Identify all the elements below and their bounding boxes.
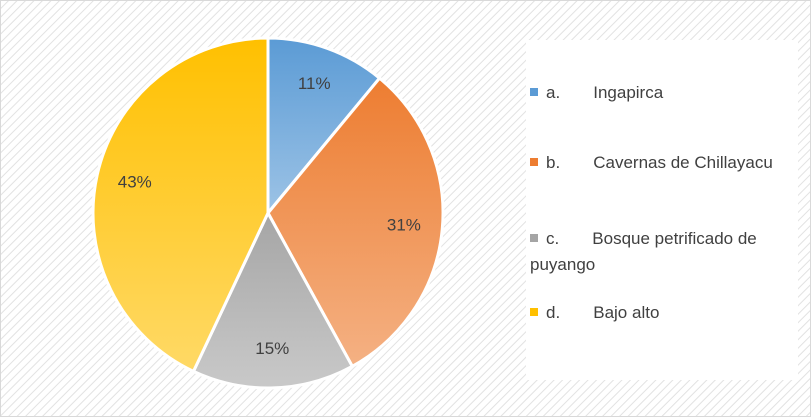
data-label: 43% [118, 173, 152, 192]
legend-label: d. Bajo alto [546, 303, 660, 322]
legend-swatch [530, 308, 538, 316]
legend: a. Ingapirca b. Cavernas de Chillayacu c. … [526, 40, 798, 380]
pie-slice [91, 36, 270, 374]
pie-slice [191, 209, 355, 390]
legend-label: a. Ingapirca [546, 83, 664, 102]
pie-slice [266, 76, 445, 369]
legend-item: a. Ingapirca [530, 80, 798, 106]
legend-item: c. Bosque petrificado de puyango [530, 226, 798, 278]
legend-item: b. Cavernas de Chillayacu [530, 150, 798, 176]
legend-swatch [530, 234, 538, 242]
data-label: 11% [298, 74, 331, 93]
pie-slice [266, 36, 382, 218]
legend-swatch [530, 158, 538, 166]
legend-label: c. Bosque petrificado de puyango [530, 229, 762, 274]
legend-swatch [530, 88, 538, 96]
data-label: 31% [387, 215, 421, 234]
data-label: 15% [255, 339, 289, 358]
legend-label: b. Cavernas de Chillayacu [546, 153, 773, 172]
legend-item: d. Bajo alto [530, 300, 798, 326]
